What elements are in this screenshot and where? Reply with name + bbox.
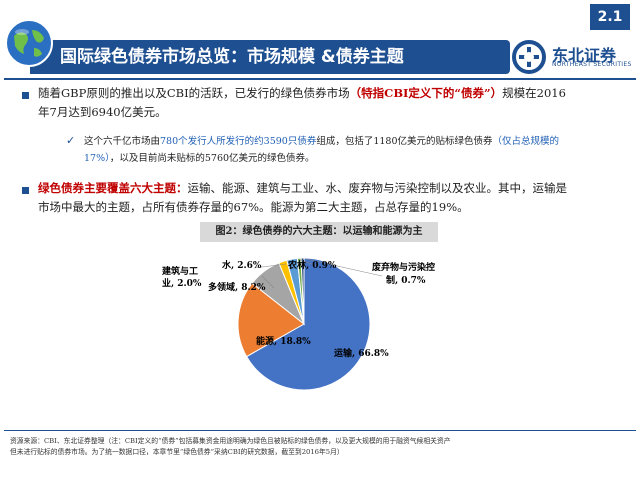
slice-label-multi: 多领域, 8.2% bbox=[208, 281, 266, 293]
slice-label-energy: 能源, 18.8% bbox=[256, 335, 311, 347]
bullet-2-highlight: 绿色债券主要覆盖六大主题： bbox=[38, 181, 188, 195]
pie-slice-waste bbox=[300, 257, 305, 325]
bullet-2-text: 绿色债券主要覆盖六大主题：运输、能源、建筑与工业、水、废弃物与污染控制以及农业。… bbox=[38, 179, 633, 217]
pie-chart: 运输, 66.8% 能源, 18.8% 多领域, 8.2% 建筑与工 业, 2.… bbox=[162, 257, 435, 391]
page-title: 国际绿色债券市场总览：市场规模 &债券主题 bbox=[60, 47, 404, 67]
bullet-1-text: 随着GBP原则的推出以及CBI的活跃，已发行的绿色债券市场（特指CBI定义下的“… bbox=[38, 84, 628, 122]
slice-label-water: 水, 2.6% bbox=[222, 259, 262, 271]
figure-title: 图2：绿色债券的六大主题：以运输和能源为主 bbox=[200, 222, 438, 242]
footnote-line-2: 但未进行贴标的债券市场。为了统一数据口径，本章节里“绿色债券”采纳CBI的研究数… bbox=[10, 448, 344, 456]
sub-mid: 组成，包括了1180亿美元的贴标绿色债券 bbox=[316, 136, 493, 147]
checkmark-icon: ✓ bbox=[66, 134, 76, 147]
slice-label-transport: 运输, 66.8% bbox=[334, 347, 389, 359]
logo-text-en: NORTHEAST SECURITIES bbox=[552, 61, 632, 68]
logo-mark-icon bbox=[512, 40, 546, 74]
sub-post: ，以及目前尚未贴标的5760亿美元的绿色债券。 bbox=[109, 153, 315, 164]
footnote-line-1: 资源来源：CBI、东北证券整理（注：CBI定义的“债券”包括募集资金用途明确为绿… bbox=[10, 437, 451, 445]
leader-line bbox=[253, 263, 287, 269]
slice-label-building-1: 建筑与工 bbox=[162, 265, 198, 277]
bullet-2-post: 运输、能源、建筑与工业、水、废弃物与污染控制以及农业。其中，运输是 bbox=[187, 181, 568, 195]
logo: 东北证券 NORTHEAST SECURITIES bbox=[512, 40, 634, 74]
sub-blue-1: 780个发行人所发行的约3590只债券 bbox=[160, 136, 317, 147]
header-divider bbox=[4, 78, 636, 80]
slice-label-waste-2: 制, 0.7% bbox=[386, 274, 426, 286]
logo-text-cn: 东北证券 bbox=[552, 46, 617, 65]
leader-line bbox=[305, 258, 383, 277]
sub-bullet-text: 这个六千亿市场由780个发行人所发行的约3590只债券组成，包括了1180亿美元… bbox=[84, 133, 614, 167]
bullet-icon bbox=[22, 92, 29, 99]
title-bar bbox=[30, 40, 510, 74]
bullet-1-pre: 随着GBP原则的推出以及CBI的活跃，已发行的绿色债券市场 bbox=[38, 86, 350, 100]
leader-line bbox=[299, 259, 319, 267]
slice-label-building-2: 业, 2.0% bbox=[162, 277, 202, 289]
bullet-2-line2: 市场中最大的主题，占所有债券存量的67%。能源为第二大主题，占总存量的19%。 bbox=[38, 200, 469, 214]
pie-slice-energy bbox=[237, 282, 305, 358]
bullet-icon bbox=[22, 187, 29, 194]
sub-blue-2: （仅占总规模的 bbox=[492, 136, 560, 147]
bullet-1-highlight: （特指CBI定义下的“债券”） bbox=[349, 86, 503, 100]
footnote-divider bbox=[4, 430, 636, 431]
bullet-1-post: 规模在2016 bbox=[502, 86, 566, 100]
leader-line bbox=[261, 275, 275, 289]
footnote: 资源来源：CBI、东北证券整理（注：CBI定义的“债券”包括募集资金用途明确为绿… bbox=[10, 436, 630, 458]
sub-pre: 这个六千亿市场由 bbox=[84, 136, 161, 147]
slice-label-agri: 农林, 0.9% bbox=[287, 259, 337, 271]
pie-slice-transport bbox=[245, 257, 371, 391]
top-bar bbox=[0, 0, 640, 40]
globe-icon bbox=[5, 19, 53, 67]
slice-label-waste-1: 废弃物与污染控 bbox=[372, 261, 435, 273]
page-number: 2.1 bbox=[590, 4, 630, 30]
sub-blue-3: 17%） bbox=[84, 153, 110, 164]
bullet-1-line2: 年7月达到6940亿美元。 bbox=[38, 105, 167, 119]
